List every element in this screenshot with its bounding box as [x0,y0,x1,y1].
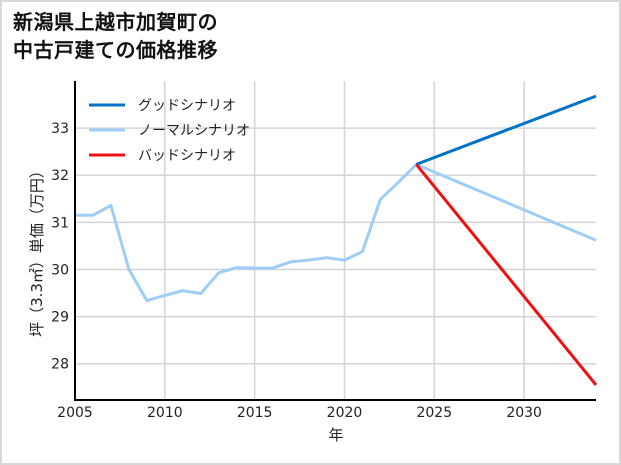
legend-item: ノーマルシナリオ [89,123,250,139]
y-tick-label: 30 [51,262,69,278]
series-line [415,163,598,386]
legend-item: バッドシナリオ [89,148,236,164]
data-series [75,94,598,386]
series-line [415,94,597,166]
x-tick-label: 2030 [506,405,542,421]
legend-item: グッドシナリオ [89,98,236,114]
x-tick-label: 2015 [237,405,273,421]
x-axis-label: 年 [328,426,343,444]
axes [74,81,596,401]
legend-label: バッドシナリオ [138,148,236,164]
y-axis-label: 坪（3.3㎡）単価（万円） [28,163,46,337]
legend-label: グッドシナリオ [138,98,236,114]
chart-title: 新潟県上越市加賀町の 中古戸建ての価格推移 [13,8,218,64]
legend-label: ノーマルシナリオ [138,123,250,139]
y-tick-label: 33 [51,121,69,137]
series-line [75,162,597,303]
x-tick-label: 2025 [416,405,452,421]
y-tick-label: 32 [51,168,69,184]
x-axis-ticks: 2005 2010 2015 2020 2025 2030 [57,405,542,421]
y-axis-ticks: 28 29 30 31 32 33 [51,121,69,373]
x-tick-label: 2010 [147,405,183,421]
chart-title-line-2: 中古戸建ての価格推移 [13,38,218,62]
y-tick-label: 31 [51,215,69,231]
x-tick-label: 2005 [57,405,93,421]
y-tick-label: 29 [51,310,69,326]
x-tick-label: 2020 [327,405,363,421]
y-tick-label: 28 [51,357,69,373]
chart-title-line-1: 新潟県上越市加賀町の [13,10,218,34]
